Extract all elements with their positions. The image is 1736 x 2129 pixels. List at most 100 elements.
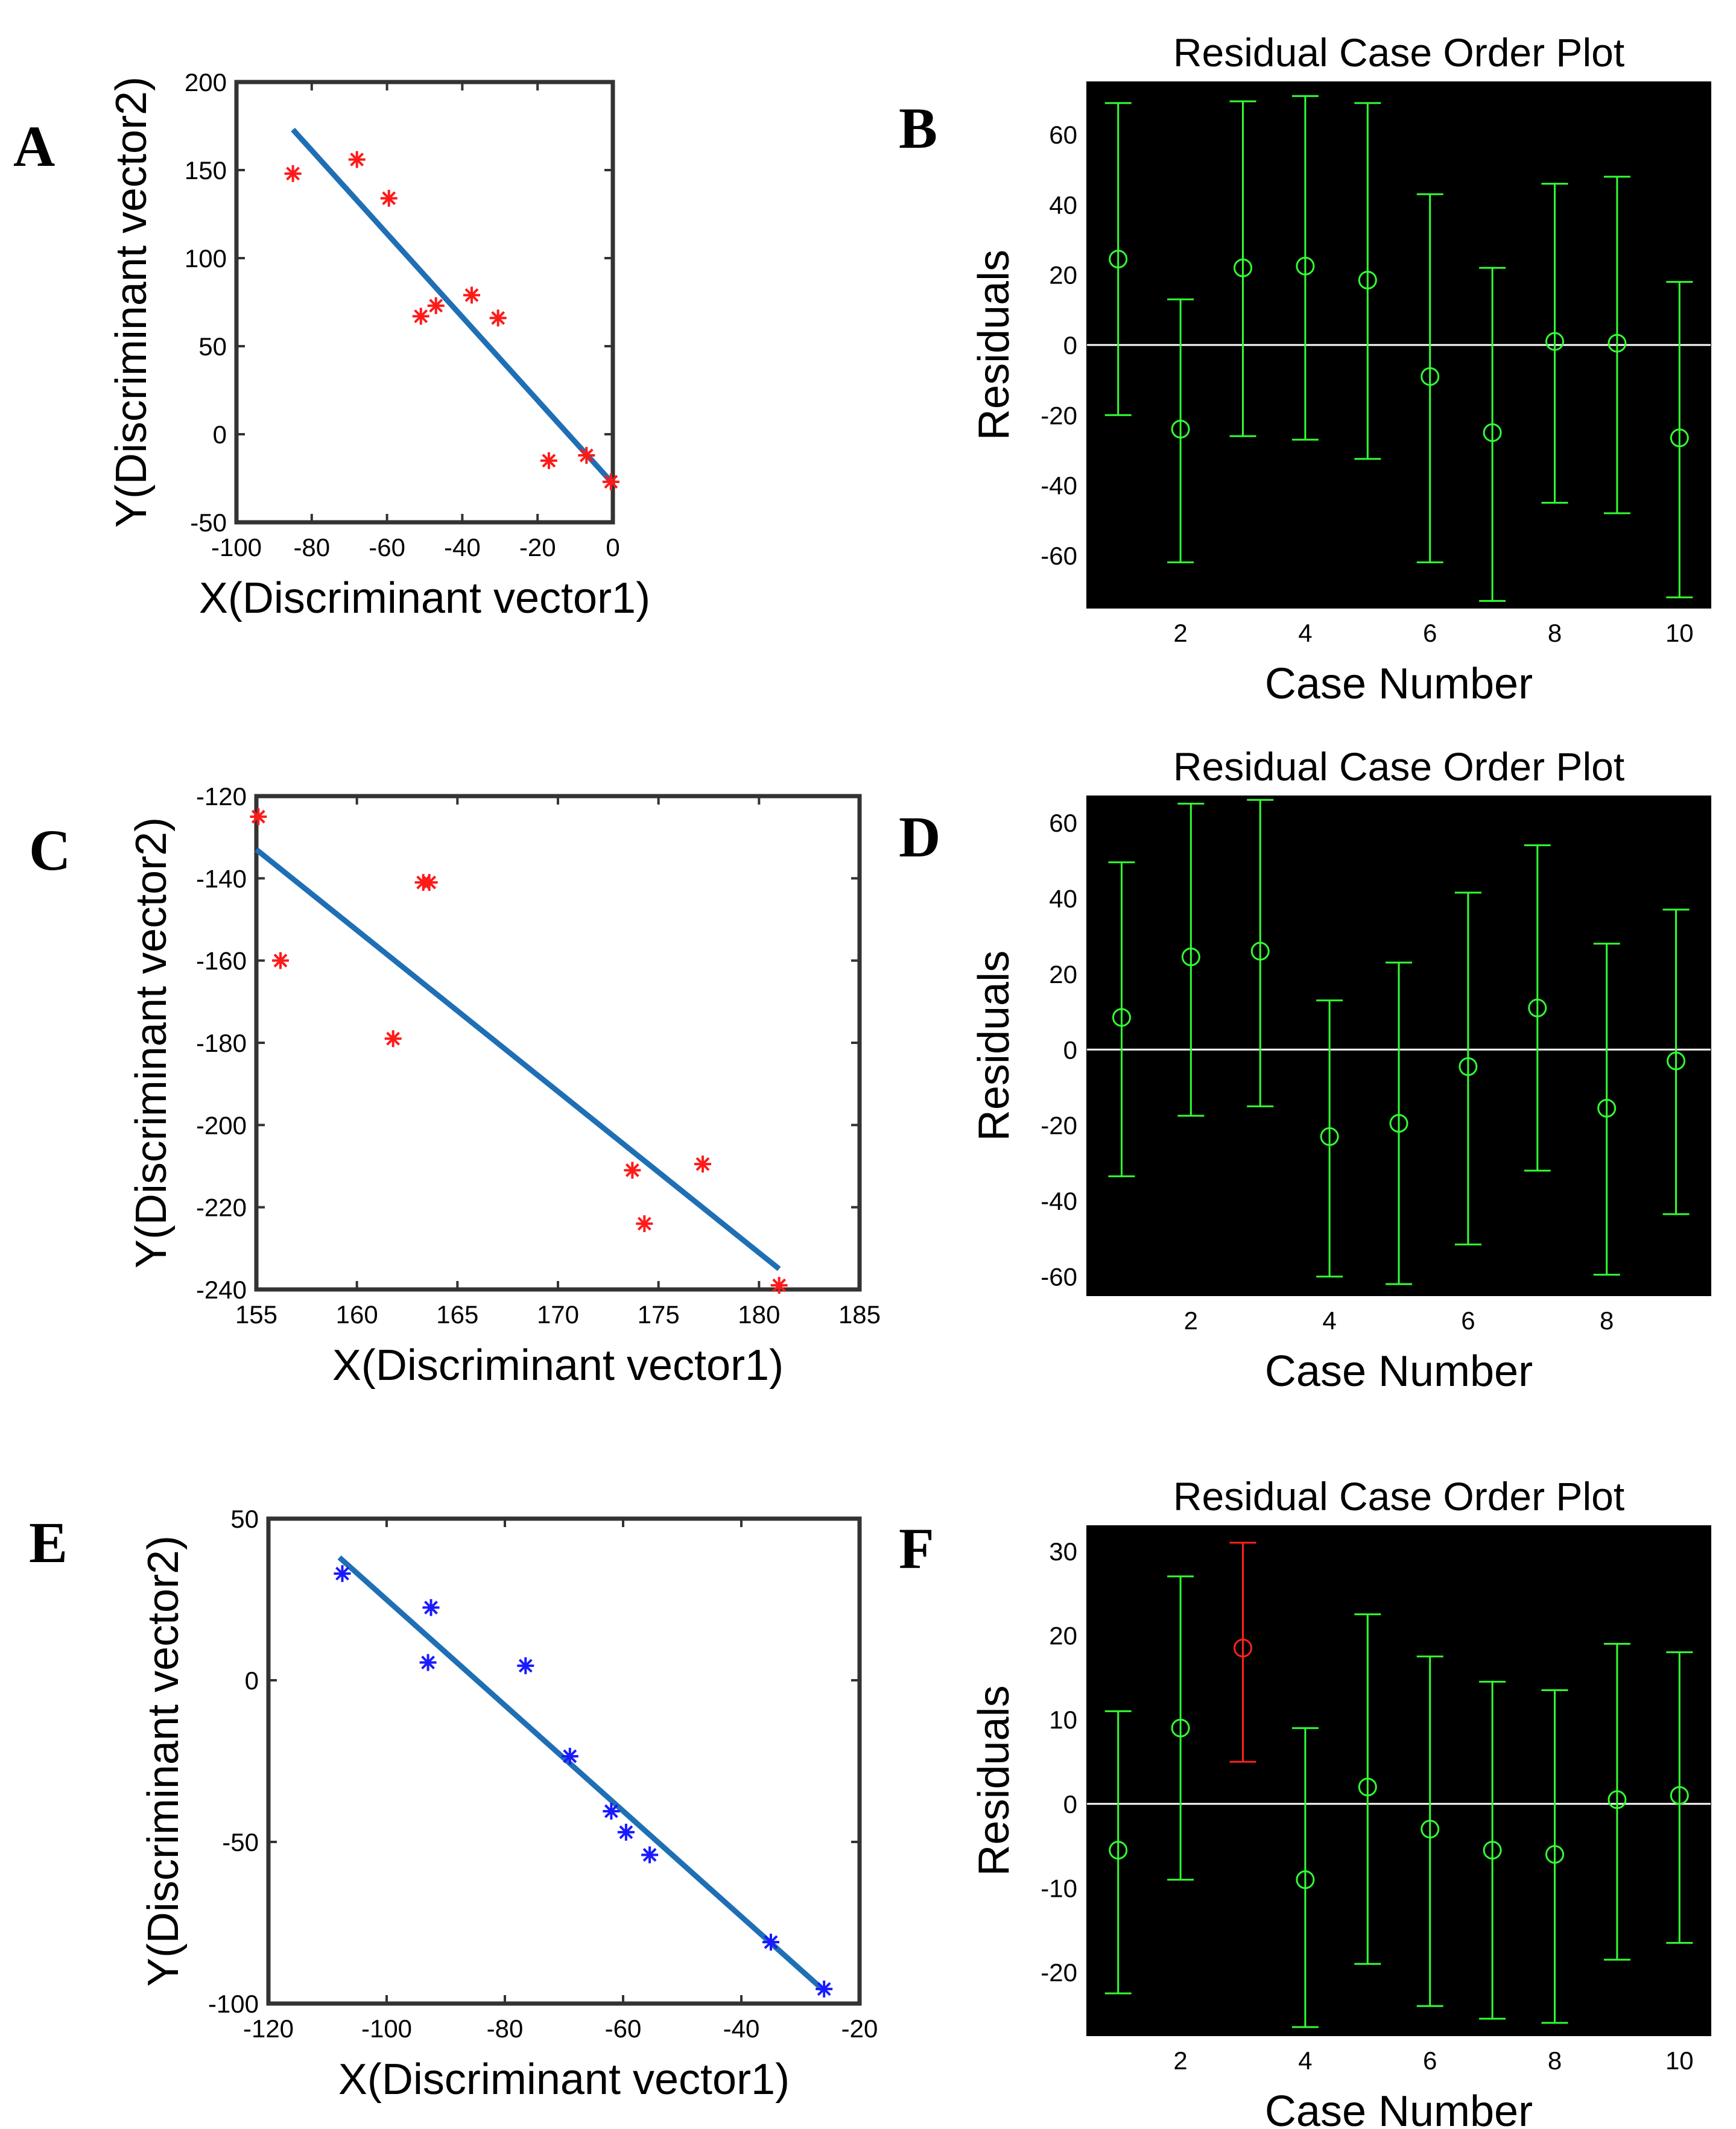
panel-c-point-6: [624, 1162, 641, 1179]
panel-a-point-2: [348, 151, 366, 168]
panel-e-point-6-stroke-3: [604, 1804, 618, 1818]
panel-b-case-7: [1479, 267, 1506, 602]
panel-c-point-3-stroke-3: [386, 1031, 401, 1046]
panel-e-point-1-stroke-3: [335, 1566, 349, 1581]
panel-c-point-6-stroke-3: [625, 1163, 639, 1177]
panel-c-point-9-stroke-3: [772, 1278, 787, 1292]
panel-d-title: Residual Case Order Plot: [1173, 744, 1624, 789]
panel-b-ytick-label-4: 20: [1049, 261, 1077, 289]
panel-e-xtick-label-5: -20: [841, 2014, 878, 2043]
panel-e-ylabel: Y(Discriminant vector2): [139, 1536, 188, 1987]
panel-b-case-5: [1354, 102, 1381, 460]
panel-e-xlabel: X(Discriminant vector1): [338, 2055, 790, 2104]
panel-f-residual-marker-10: [1670, 1786, 1689, 1805]
panel-a-ylabel: Y(Discriminant vector2): [107, 77, 156, 528]
panel-b-title: Residual Case Order Plot: [1173, 30, 1624, 75]
panel-d-letter: D: [899, 805, 940, 869]
panel-e-xtick-label-4: -40: [723, 2014, 760, 2043]
panel-e-point-5-stroke-3: [563, 1749, 577, 1764]
panel-d-ytick-label-4: 20: [1049, 960, 1077, 989]
panel-e-point-7: [617, 1823, 635, 1841]
panel-d-residual-marker-4: [1320, 1127, 1339, 1147]
panel-f-residual-marker-3: [1234, 1639, 1252, 1658]
panel-a-point-5: [427, 297, 445, 314]
panel-c-ytick-label-3: -180: [196, 1029, 247, 1057]
panel-b-letter: B: [899, 96, 937, 160]
panel-e-ytick-label-2: 0: [245, 1666, 259, 1695]
panel-f-case-4: [1291, 1727, 1319, 2028]
panel-a-point-6: [463, 286, 480, 304]
panel-c-ytick-label-0: -240: [196, 1276, 247, 1304]
panel-c-xtick-label-4: 175: [638, 1300, 680, 1329]
panel-f-case-8: [1541, 1689, 1568, 2024]
panel-e-point-5: [561, 1747, 578, 1765]
panel-b-xtick-label-4: 10: [1665, 619, 1694, 647]
panel-a-ytick-label-3: 100: [185, 244, 227, 273]
panel-b-xlabel: Case Number: [1265, 660, 1533, 708]
panel-b-ytick-label-1: -40: [1041, 472, 1077, 500]
panel-f-case-10: [1666, 1651, 1693, 1944]
panel-d-case-1: [1108, 861, 1135, 1177]
panel-a-point-3: [380, 189, 398, 207]
panel-e-point-8-stroke-3: [642, 1848, 657, 1862]
panel-e-xtick-label-2: -80: [487, 2014, 524, 2043]
panel-d-ytick-label-2: -20: [1041, 1112, 1077, 1140]
panel-d-residual-marker-3: [1250, 941, 1270, 961]
panel-c: C 155 160 165 170 175 180 185 -240 -220 -200 -180 -1…: [29, 782, 881, 1390]
panel-e-point-4: [517, 1657, 534, 1674]
panel-c-point-3: [384, 1030, 402, 1048]
panel-a-fit-line: [291, 127, 615, 486]
panel-f-ytick-label-4: 20: [1049, 1622, 1077, 1650]
panel-a-ytick-label-2: 50: [198, 332, 227, 361]
panel-f-xlabel: Case Number: [1265, 2087, 1533, 2129]
panel-f-ytick-label-5: 30: [1049, 1537, 1077, 1566]
panel-f-ytick-label-3: 10: [1049, 1706, 1077, 1734]
panel-d-ytick-label-0: -60: [1041, 1263, 1077, 1291]
panel-c-point-1: [250, 808, 267, 826]
panel-b-residual-marker-3: [1234, 258, 1252, 277]
panel-a-xtick-label-2: -60: [369, 533, 405, 562]
panel-f-residual-marker-5: [1358, 1777, 1377, 1797]
panel-e-point-3-stroke-3: [421, 1656, 436, 1669]
panel-d-case-6: [1454, 891, 1481, 1245]
panel-e-xtick-label-3: -60: [605, 2014, 642, 2043]
panel-b-residual-marker-5: [1358, 270, 1377, 289]
panel-a-point-1: [284, 165, 302, 182]
panel-c-point-5: [420, 874, 438, 891]
panel-b-case-8: [1541, 183, 1568, 504]
panel-e-point-10-stroke-3: [817, 1982, 831, 1996]
panel-b-case-9: [1603, 176, 1630, 514]
panel-a-point-8-stroke-3: [542, 454, 556, 468]
panel-d-ytick-label-3: 0: [1063, 1036, 1077, 1064]
panel-a-ytick-label-5: 200: [185, 68, 227, 96]
panel-a-plot-area: [234, 80, 615, 525]
panel-d-ytick-label-6: 60: [1049, 809, 1077, 837]
panel-d-case-3: [1247, 799, 1274, 1107]
panel-f-residual-marker-1: [1109, 1841, 1128, 1860]
panel-a-point-7-stroke-3: [491, 311, 505, 325]
panel-e-fit-line: [337, 1555, 826, 1993]
panel-e-ytick-label-3: 50: [230, 1505, 259, 1533]
panel-f-residual-marker-7: [1483, 1841, 1502, 1860]
panel-d-residual-marker-1: [1112, 1008, 1131, 1027]
panel-b-xtick-label-3: 8: [1548, 619, 1562, 647]
panel-d-ytick-label-1: -40: [1041, 1187, 1077, 1215]
panel-f-case-1: [1104, 1710, 1132, 1995]
panel-d-xtick-label-3: 8: [1600, 1306, 1614, 1335]
panel-e-point-10: [816, 1980, 833, 1998]
panel-b-residual-marker-8: [1545, 332, 1564, 351]
panel-e-ytick-label-1: -50: [222, 1828, 259, 1856]
panel-a-point-1-stroke-3: [286, 166, 300, 181]
panel-e-point-6: [603, 1803, 620, 1820]
panel-a-xtick-label-3: -40: [444, 533, 481, 562]
panel-a-point-4-stroke-3: [414, 309, 428, 323]
panel-c-xtick-label-5: 180: [738, 1300, 780, 1329]
panel-a-xtick-label-5: 0: [606, 533, 619, 562]
panel-e-letter: E: [29, 1510, 68, 1575]
panel-f-xtick-label-0: 2: [1173, 2046, 1187, 2075]
panel-c-xtick-label-3: 170: [537, 1300, 579, 1329]
panel-c-point-8-stroke-3: [695, 1157, 710, 1171]
panel-a-point-9: [578, 447, 595, 464]
panel-a-point-5-stroke-3: [429, 299, 443, 313]
